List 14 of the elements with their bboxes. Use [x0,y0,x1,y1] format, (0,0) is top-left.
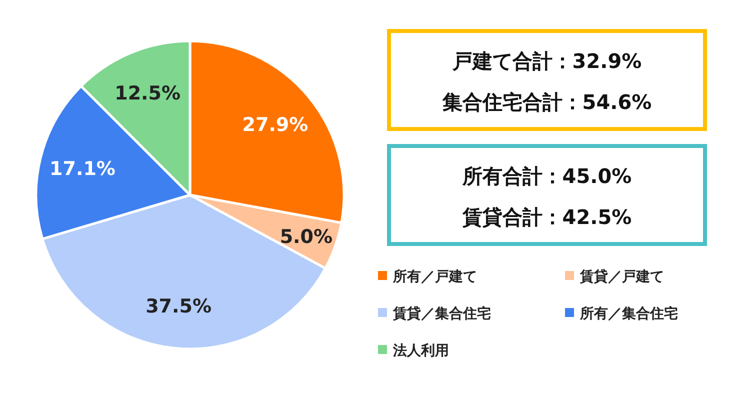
data-label: 37.5% [146,295,212,318]
text: 所有合計：45.0% [461,164,632,188]
text: 戸建て合計：32.9% [451,49,642,73]
legend-label: 所有／戸建て [392,269,477,285]
text: 集合住宅合計：54.6% [441,90,652,114]
legend-label: 所有／集合住宅 [579,305,678,322]
legend-label: 賃貸／集合住宅 [392,305,491,322]
data-label: 17.1% [50,158,116,180]
data-label: 27.9% [242,114,308,136]
legend-label: 法人利用 [392,343,449,359]
data-label: 12.5% [114,82,181,105]
legend-label: 賃貸／戸建て [579,268,664,285]
data-label: 5.0% [280,226,333,248]
text: 賃貸合計：42.5% [461,205,632,229]
